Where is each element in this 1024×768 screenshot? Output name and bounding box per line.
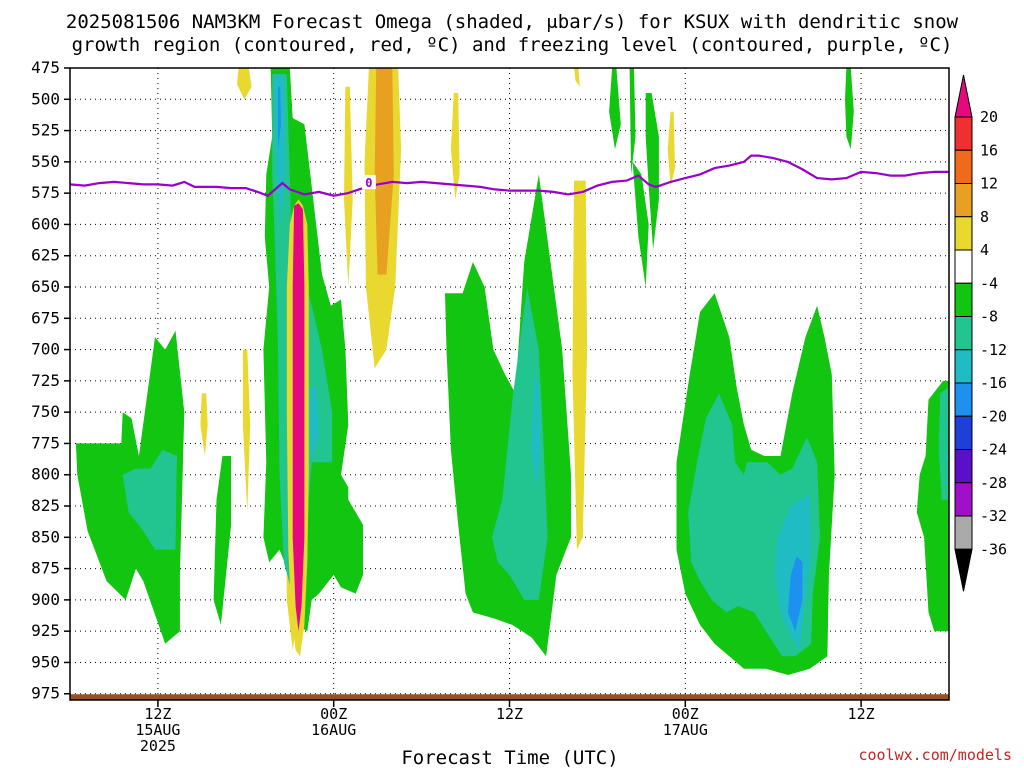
y-tick-label: 950 bbox=[31, 652, 60, 671]
chart-title-line-1: 2025081506 NAM3KM Forecast Omega (shaded… bbox=[66, 11, 959, 33]
x-axis-label: Forecast Time (UTC) bbox=[401, 747, 618, 768]
x-tick-label: 15AUG bbox=[135, 721, 180, 739]
omega-shaded-regions bbox=[75, 68, 949, 675]
x-tick-label: 2025 bbox=[140, 737, 176, 755]
omega-region bbox=[374, 68, 394, 275]
colorbar: 20 16 12 8 4 -4 -8 -12 -16 -20 -24 -28 -32 -36 bbox=[954, 74, 1007, 592]
colorbar-band bbox=[954, 282, 973, 317]
omega-region bbox=[645, 93, 659, 250]
colorbar-label: -8 bbox=[980, 308, 998, 326]
y-tick-label: 600 bbox=[31, 214, 60, 233]
omega-region bbox=[667, 111, 675, 187]
y-tick-label: 800 bbox=[31, 465, 60, 484]
colorbar-label: 12 bbox=[980, 175, 998, 193]
colorbar-label: -36 bbox=[980, 540, 1007, 558]
colorbar-band bbox=[954, 382, 973, 417]
colorbar-label: -4 bbox=[980, 274, 998, 292]
omega-region bbox=[122, 449, 177, 550]
omega-region bbox=[845, 68, 854, 150]
colorbar-label: 4 bbox=[980, 241, 989, 259]
y-tick-label: 575 bbox=[31, 183, 60, 202]
omega-region bbox=[531, 374, 541, 488]
y-tick-label: 675 bbox=[31, 308, 60, 327]
x-tick-label: 00Z bbox=[672, 705, 699, 723]
omega-region bbox=[273, 74, 286, 225]
omega-max-core bbox=[292, 203, 305, 632]
omega-region bbox=[200, 393, 208, 456]
y-tick-label: 650 bbox=[31, 277, 60, 296]
y-tick-label: 875 bbox=[31, 559, 60, 578]
y-tick-label: 550 bbox=[31, 152, 60, 171]
colorbar-band bbox=[954, 515, 973, 550]
omega-region bbox=[572, 180, 588, 550]
y-tick-label: 525 bbox=[31, 121, 60, 140]
freezing-level-label: 0 bbox=[365, 176, 372, 190]
x-tick-label: 17AUG bbox=[663, 721, 708, 739]
colorbar-band bbox=[954, 415, 973, 450]
freezing-label-bg bbox=[361, 175, 376, 190]
y-axis-pressure-ticks: 475 500 525 550 575 600 625 650 675 700 725 750 775 8… bbox=[31, 58, 70, 703]
omega-region bbox=[213, 456, 232, 625]
x-tick-label: 12Z bbox=[496, 705, 523, 723]
y-tick-label: 700 bbox=[31, 340, 60, 359]
x-tick-label: 12Z bbox=[848, 705, 875, 723]
x-tick-label: 00Z bbox=[320, 705, 347, 723]
y-tick-label: 725 bbox=[31, 371, 60, 390]
omega-region bbox=[344, 86, 353, 287]
colorbar-label: -24 bbox=[980, 441, 1007, 459]
x-tick-label: 12Z bbox=[144, 705, 171, 723]
colorbar-band bbox=[954, 482, 973, 517]
colorbar-label: 8 bbox=[980, 208, 989, 226]
y-tick-label: 750 bbox=[31, 402, 60, 421]
ground-layer bbox=[70, 694, 949, 700]
colorbar-label: -28 bbox=[980, 474, 1007, 492]
omega-region bbox=[938, 387, 949, 500]
omega-region bbox=[609, 68, 621, 150]
colorbar-label: -32 bbox=[980, 507, 1007, 525]
colorbar-band bbox=[954, 183, 973, 218]
y-tick-label: 900 bbox=[31, 590, 60, 609]
y-tick-label: 825 bbox=[31, 496, 60, 515]
credit-text: coolwx.com/models bbox=[858, 746, 1012, 764]
colorbar-bottom-arrow bbox=[954, 548, 973, 592]
x-tick-label: 16AUG bbox=[311, 721, 356, 739]
freezing-level-line bbox=[70, 154, 949, 197]
colorbar-label: 16 bbox=[980, 141, 998, 159]
omega-region bbox=[629, 68, 636, 175]
colorbar-label: 20 bbox=[980, 108, 998, 126]
y-tick-label: 625 bbox=[31, 246, 60, 265]
colorbar-label: -20 bbox=[980, 407, 1007, 425]
y-tick-label: 500 bbox=[31, 89, 60, 108]
omega-region bbox=[278, 86, 281, 150]
colorbar-band bbox=[954, 316, 973, 351]
colorbar-top-arrow bbox=[954, 74, 973, 118]
y-tick-label: 975 bbox=[31, 684, 60, 703]
omega-region bbox=[450, 93, 460, 200]
colorbar-label: -12 bbox=[980, 341, 1007, 359]
colorbar-band bbox=[954, 149, 973, 184]
omega-region bbox=[237, 68, 252, 100]
omega-region bbox=[307, 387, 319, 463]
colorbar-band bbox=[954, 249, 973, 284]
colorbar-band bbox=[954, 349, 973, 384]
omega-region bbox=[491, 287, 548, 600]
omega-region bbox=[787, 556, 803, 632]
freezing-level-group: 0 bbox=[70, 154, 949, 197]
ground-fill bbox=[70, 694, 949, 700]
colorbar-band bbox=[954, 116, 973, 151]
y-tick-label: 925 bbox=[31, 621, 60, 640]
y-tick-label: 775 bbox=[31, 433, 60, 452]
chart-title-line-2: growth region (contoured, red, ºC) and f… bbox=[72, 34, 953, 56]
omega-region bbox=[632, 161, 649, 287]
omega-region bbox=[242, 349, 251, 513]
y-tick-label: 475 bbox=[31, 58, 60, 77]
colorbar-label: -16 bbox=[980, 374, 1007, 392]
colorbar-band bbox=[954, 216, 973, 251]
y-tick-label: 850 bbox=[31, 527, 60, 546]
omega-region bbox=[574, 68, 580, 87]
colorbar-band bbox=[954, 449, 973, 484]
